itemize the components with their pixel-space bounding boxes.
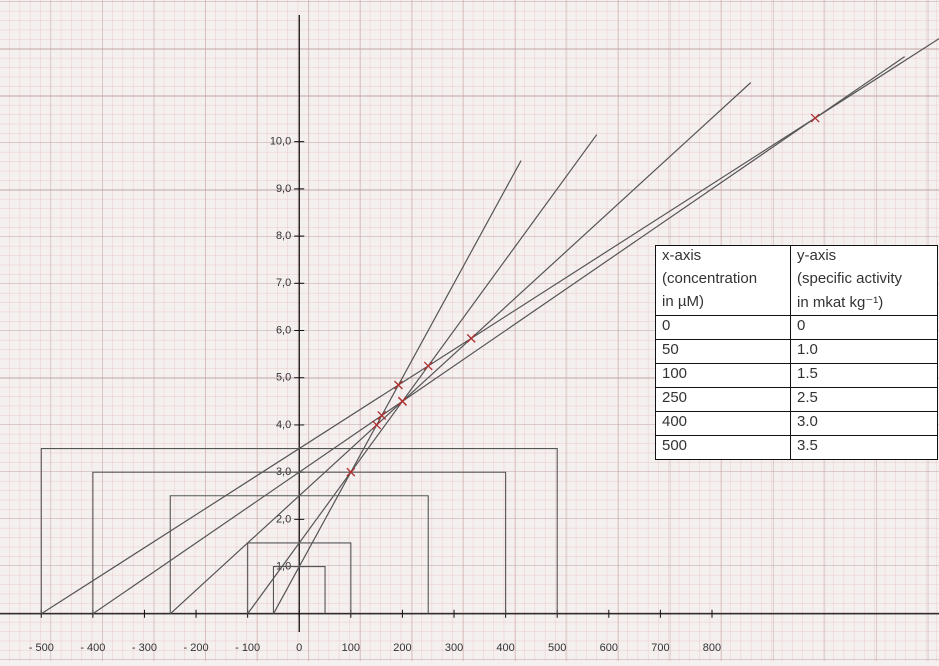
- x-tick-label: 800: [703, 642, 721, 654]
- page: - 500- 400- 300- 200- 100010020030040050…: [0, 0, 939, 661]
- x-tick-label: 400: [496, 642, 514, 654]
- y-cell: 0: [791, 316, 938, 340]
- x-tick-label: 300: [445, 642, 463, 654]
- header-row: (concentration(specific activity: [656, 269, 938, 292]
- y-tick-label: 8,0: [276, 230, 291, 242]
- x-tick-label: - 300: [132, 642, 157, 654]
- x-tick-label: 600: [600, 642, 618, 654]
- y-cell: 3.0: [791, 412, 938, 436]
- header-cell: y-axis: [791, 246, 938, 270]
- y-cell: 1.5: [791, 364, 938, 388]
- x-cell: 400: [656, 412, 791, 436]
- x-cell: 250: [656, 388, 791, 412]
- x-tick-label: 700: [651, 642, 669, 654]
- y-tick-label: 5,0: [276, 372, 291, 384]
- y-tick-label: 10,0: [270, 136, 291, 148]
- header-cell: x-axis: [656, 246, 791, 270]
- x-cell: 100: [656, 364, 791, 388]
- y-cell: 1.0: [791, 340, 938, 364]
- x-tick-label: - 400: [80, 642, 105, 654]
- x-cell: 50: [656, 340, 791, 364]
- x-tick-label: 200: [393, 642, 411, 654]
- header-row: in µM)in mkat kg⁻¹): [656, 292, 938, 316]
- x-tick-label: - 200: [184, 642, 209, 654]
- x-tick-label: - 100: [235, 642, 260, 654]
- y-cell: 3.5: [791, 436, 938, 460]
- header-cell: in µM): [656, 292, 791, 316]
- x-tick-label: - 500: [29, 642, 54, 654]
- x-tick-label: 0: [296, 642, 302, 654]
- header-cell: (concentration: [656, 269, 791, 292]
- header-cell: in mkat kg⁻¹): [791, 292, 938, 316]
- x-tick-label: 500: [548, 642, 566, 654]
- x-tick-label: 100: [342, 642, 360, 654]
- x-cell: 0: [656, 316, 791, 340]
- y-tick-label: 6,0: [276, 324, 291, 336]
- x-cell: 500: [656, 436, 791, 460]
- y-tick-label: 4,0: [276, 419, 291, 431]
- y-cell: 2.5: [791, 388, 938, 412]
- y-tick-label: 9,0: [276, 183, 291, 195]
- y-tick-label: 7,0: [276, 277, 291, 289]
- header-cell: (specific activity: [791, 269, 938, 292]
